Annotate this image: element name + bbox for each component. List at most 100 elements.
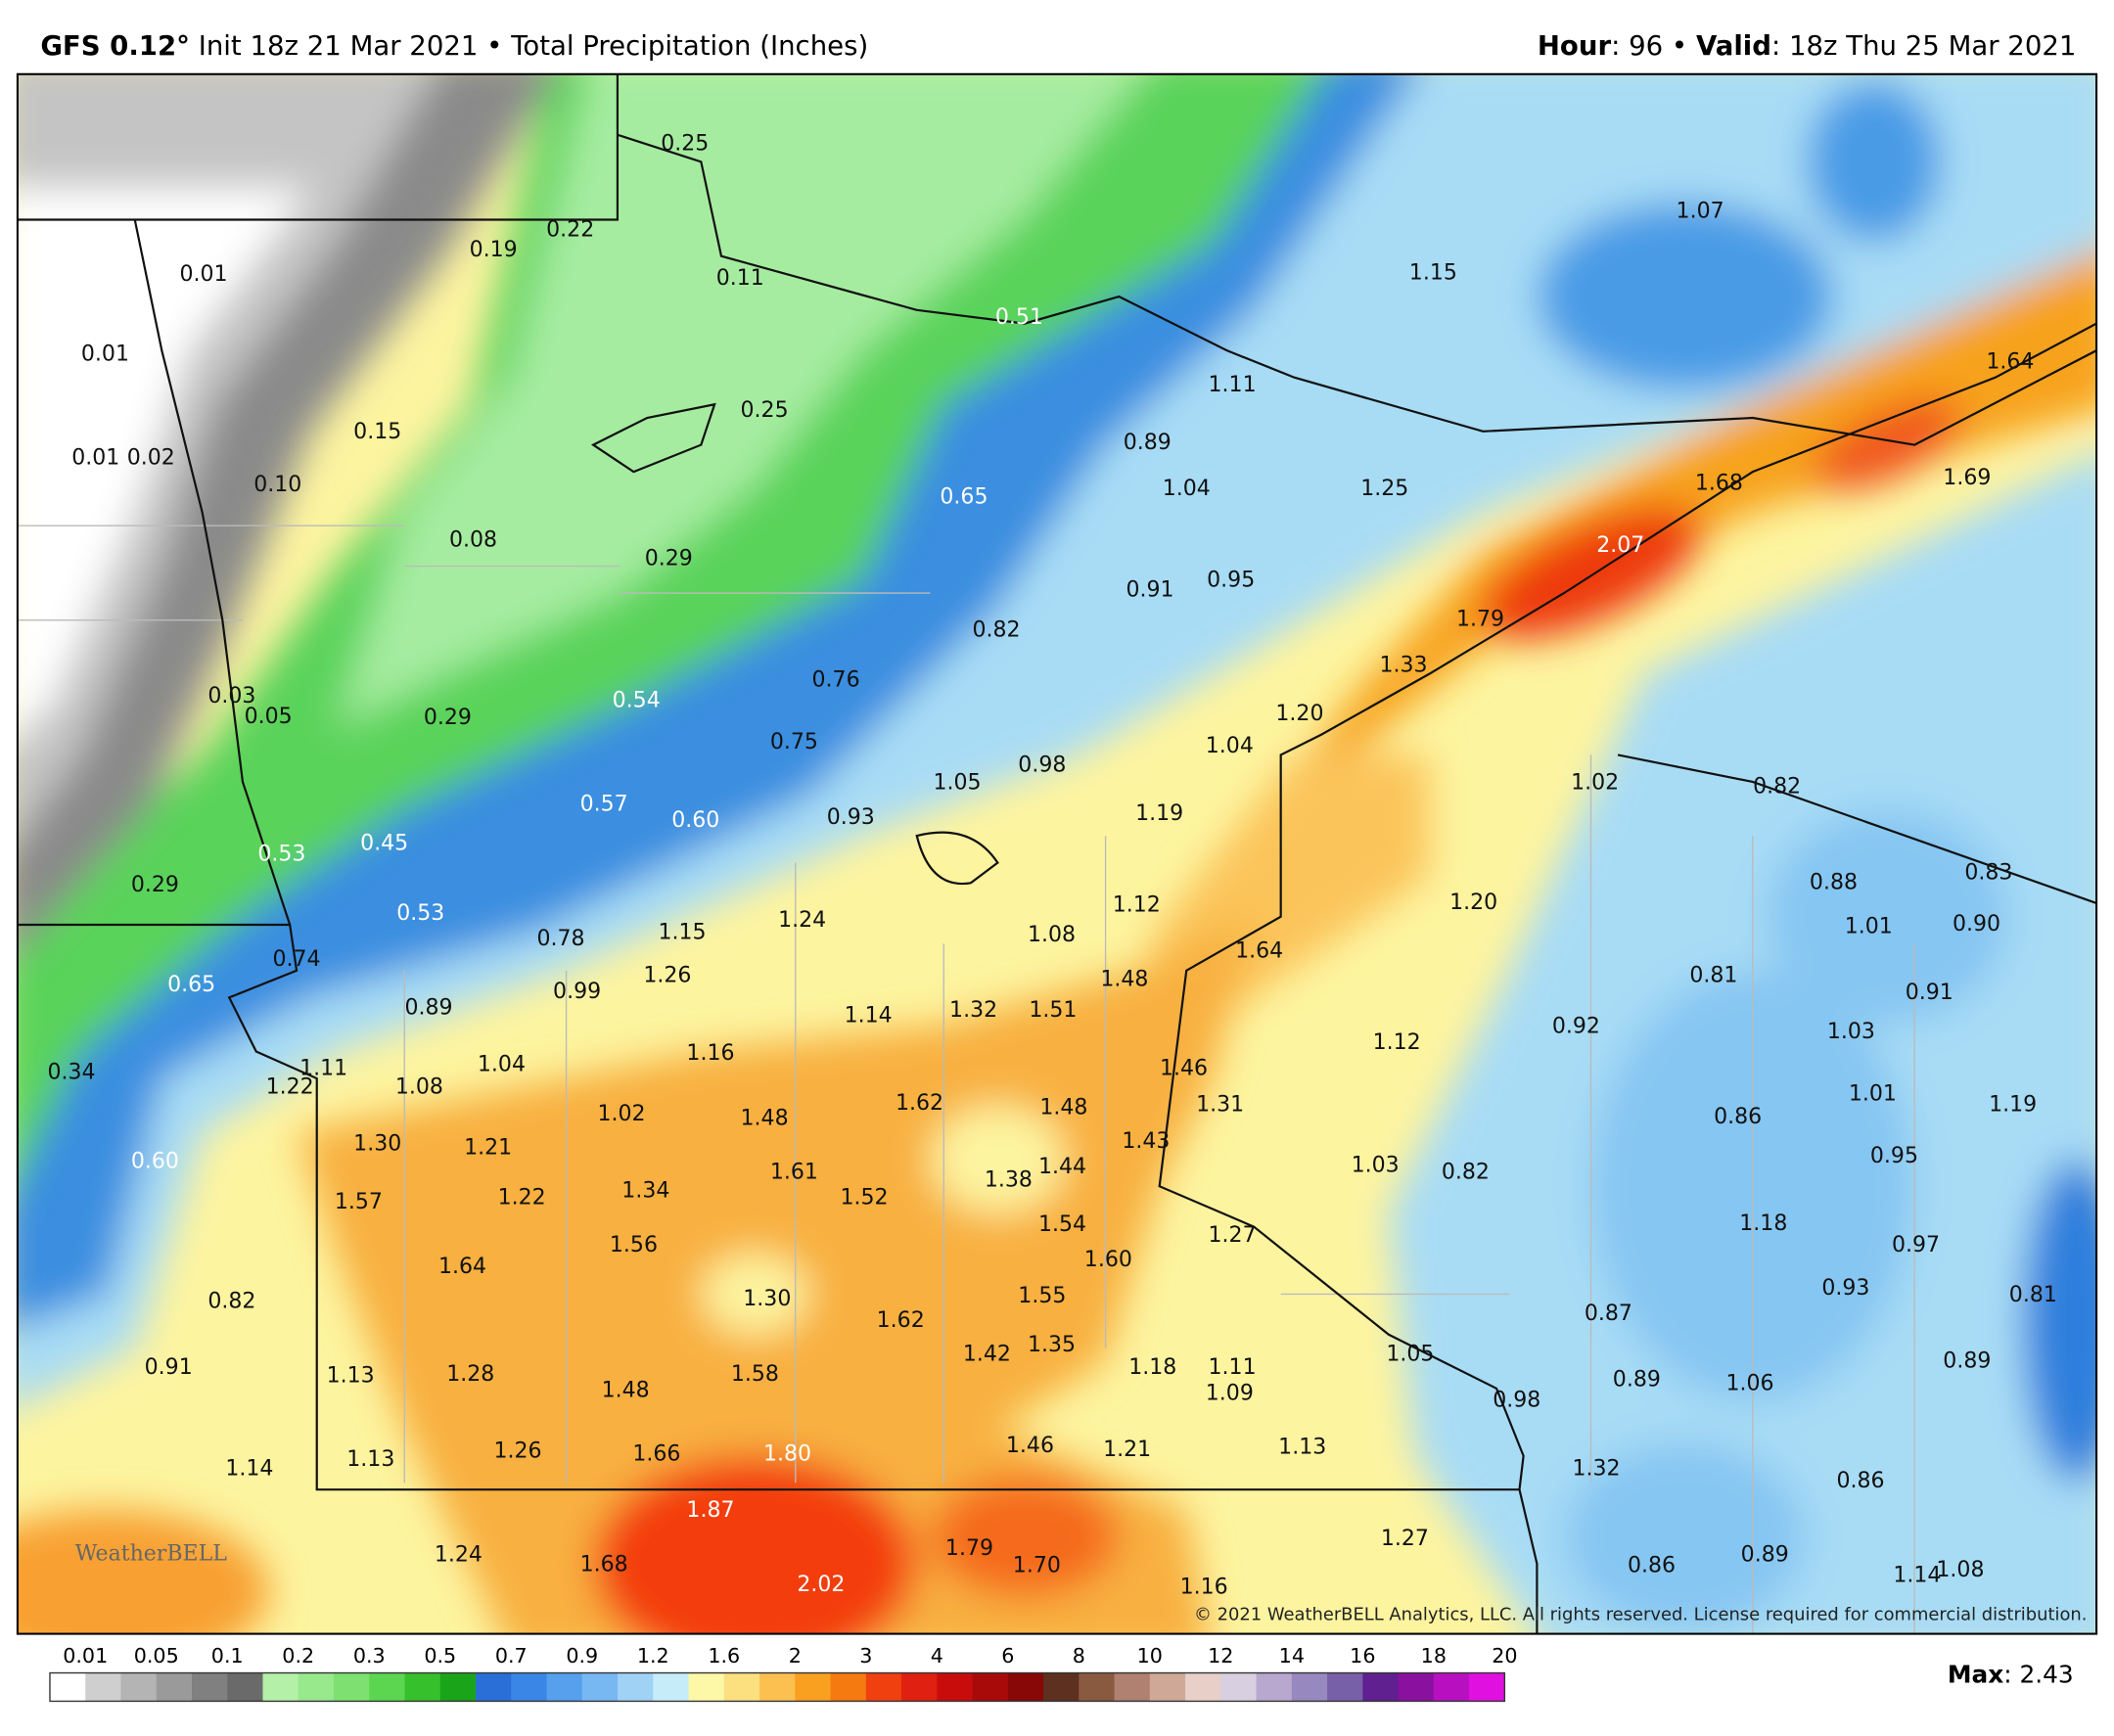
- point-value: 1.26: [643, 963, 691, 987]
- point-value: 0.03: [207, 684, 255, 708]
- point-value: 1.12: [1373, 1030, 1421, 1055]
- point-value: 1.48: [1039, 1095, 1087, 1119]
- point-value: 1.51: [1029, 998, 1077, 1023]
- point-value: 1.14: [1893, 1563, 1941, 1587]
- colorbar-label: 0.3: [353, 1644, 386, 1667]
- colorbar-swatch: [546, 1672, 583, 1702]
- point-value: 1.21: [464, 1136, 512, 1161]
- colorbar-swatch: [1149, 1672, 1186, 1702]
- point-value: 1.64: [1235, 939, 1283, 964]
- point-values: 0.25 0.22 0.19 0.01 0.11 0.51 0.01 0.15 0.25 0.01…: [47, 131, 2056, 1599]
- point-value: 1.11: [299, 1056, 347, 1080]
- point-value: 0.54: [613, 688, 661, 712]
- point-value: 1.12: [1113, 893, 1161, 918]
- point-value: 0.82: [1442, 1160, 1490, 1184]
- point-value: 1.08: [395, 1075, 443, 1100]
- point-value: 1.38: [985, 1168, 1033, 1193]
- colorbar-swatch: [369, 1672, 406, 1702]
- point-value: 0.34: [47, 1061, 95, 1085]
- point-value: 2.07: [1596, 533, 1644, 558]
- point-value: 0.89: [1741, 1543, 1789, 1568]
- colorbar-label: 2: [789, 1644, 802, 1667]
- product: Total Precipitation (Inches): [510, 30, 868, 62]
- point-value: 1.20: [1275, 702, 1323, 726]
- colorbar-swatch: [191, 1672, 228, 1702]
- point-value: 1.66: [632, 1441, 680, 1466]
- point-value: 1.80: [763, 1441, 811, 1466]
- point-value: 0.25: [661, 131, 709, 156]
- point-value: 1.20: [1449, 891, 1497, 915]
- point-value: 0.81: [2009, 1283, 2057, 1307]
- point-value: 0.87: [1585, 1302, 1632, 1326]
- point-value: 1.79: [945, 1536, 993, 1561]
- colorbar-swatch: [653, 1672, 690, 1702]
- colorbar-label: 20: [1492, 1644, 1517, 1667]
- point-value: 1.64: [1986, 350, 2034, 375]
- point-value: 0.82: [1753, 774, 1801, 799]
- point-value: 1.08: [1936, 1558, 1984, 1582]
- point-value: 1.24: [435, 1543, 483, 1568]
- point-value: 0.86: [1628, 1554, 1676, 1578]
- point-value: 0.65: [940, 484, 988, 509]
- colorbar-label: 1.6: [708, 1644, 740, 1667]
- point-value: 0.95: [1870, 1144, 1918, 1168]
- colorbar-swatch: [795, 1672, 832, 1702]
- point-value: 1.27: [1381, 1527, 1429, 1551]
- colorbar-swatch: [937, 1672, 974, 1702]
- point-value: 1.01: [1845, 915, 1893, 939]
- point-value: 1.32: [1572, 1457, 1620, 1482]
- colorbar-swatch: [723, 1672, 760, 1702]
- colorbar: 0.01 0.05 0.1 0.2 0.3 0.5 0.7 0.9 1.2 1.6 2 3 4 6 8 10 1…: [49, 1644, 1517, 1703]
- colorbar-label: 0.2: [282, 1644, 314, 1667]
- point-value: 1.87: [686, 1498, 734, 1523]
- point-value: 1.48: [1100, 967, 1148, 991]
- header-left: GFS 0.12° Init 18z 21 Mar 2021 • Total P…: [40, 30, 868, 62]
- colorbar-swatch: [830, 1672, 867, 1702]
- point-value: 1.22: [266, 1075, 314, 1100]
- colorbar-swatch: [298, 1672, 335, 1702]
- point-value: 1.68: [1695, 472, 1743, 496]
- point-value: 0.78: [537, 927, 585, 951]
- point-value: 1.03: [1827, 1020, 1875, 1044]
- colorbar-swatch: [1220, 1672, 1258, 1702]
- point-value: 0.75: [770, 730, 818, 754]
- colorbar-swatch: [618, 1672, 654, 1702]
- point-value: 0.51: [995, 305, 1043, 330]
- point-value: 1.68: [580, 1552, 628, 1576]
- point-value: 0.29: [424, 706, 472, 730]
- point-value: 1.18: [1128, 1355, 1176, 1380]
- colorbar-label: 1.2: [637, 1644, 669, 1667]
- point-value: 0.93: [1821, 1276, 1869, 1301]
- point-value: 0.91: [145, 1355, 193, 1380]
- point-value: 1.16: [686, 1041, 734, 1066]
- colorbar-label: 3: [859, 1644, 872, 1667]
- point-value: 1.70: [1013, 1554, 1061, 1578]
- colorbar-label: 4: [931, 1644, 943, 1667]
- point-value: 1.16: [1180, 1576, 1228, 1600]
- point-value: 1.03: [1352, 1154, 1400, 1178]
- point-value: 1.33: [1379, 654, 1427, 678]
- colorbar-swatch: [227, 1672, 264, 1702]
- point-value: 1.79: [1456, 608, 1504, 632]
- init-time: Init 18z 21 Mar 2021: [199, 30, 479, 62]
- point-value: 0.91: [1906, 981, 1953, 1005]
- point-value: 1.19: [1989, 1093, 2037, 1118]
- county-lines: [17, 525, 1915, 1634]
- colorbar-swatch: [972, 1672, 1009, 1702]
- colorbar-label: 0.9: [566, 1644, 598, 1667]
- point-value: 1.24: [778, 908, 826, 933]
- point-value: 1.04: [1206, 734, 1254, 758]
- point-value: 1.30: [743, 1287, 791, 1311]
- separator: •: [486, 30, 502, 62]
- colorbar-swatch: [120, 1672, 158, 1702]
- point-value: 0.81: [1689, 963, 1737, 987]
- point-value: 0.57: [580, 792, 628, 816]
- copyright: © 2021 WeatherBELL Analytics, LLC. All r…: [1194, 1604, 2087, 1624]
- colorbar-swatch: [156, 1672, 193, 1702]
- colorbar-swatch: [511, 1672, 548, 1702]
- point-value: 1.30: [353, 1132, 401, 1157]
- point-value: 0.89: [1613, 1368, 1661, 1393]
- colorbar-swatch: [85, 1672, 122, 1702]
- point-value: 1.15: [659, 920, 707, 944]
- borders: [17, 73, 2097, 1634]
